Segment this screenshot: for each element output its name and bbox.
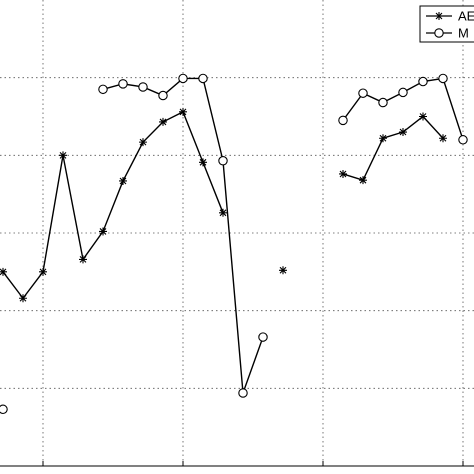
marker bbox=[79, 255, 87, 264]
marker bbox=[238, 388, 248, 398]
marker bbox=[438, 73, 448, 84]
marker bbox=[98, 84, 108, 95]
marker bbox=[379, 134, 387, 143]
marker bbox=[0, 267, 7, 276]
legend-label: M bbox=[458, 25, 469, 40]
legend-box bbox=[419, 5, 474, 43]
marker bbox=[138, 82, 148, 92]
marker bbox=[419, 112, 427, 121]
marker bbox=[179, 107, 187, 116]
marker bbox=[19, 294, 27, 303]
series-line bbox=[102, 77, 464, 394]
marker bbox=[139, 138, 147, 147]
legend-marker bbox=[435, 12, 443, 20]
marker bbox=[0, 404, 8, 415]
legend-label: AE bbox=[458, 8, 474, 23]
marker bbox=[199, 158, 207, 167]
marker bbox=[59, 151, 67, 160]
marker bbox=[439, 134, 447, 143]
marker bbox=[198, 73, 208, 84]
marker bbox=[39, 267, 47, 276]
marker bbox=[338, 115, 348, 126]
marker bbox=[158, 90, 168, 101]
marker bbox=[359, 176, 367, 185]
marker bbox=[258, 332, 268, 342]
marker bbox=[178, 73, 188, 84]
marker bbox=[219, 208, 227, 217]
marker bbox=[378, 97, 388, 108]
marker bbox=[339, 169, 347, 178]
marker bbox=[159, 117, 167, 126]
marker bbox=[399, 128, 407, 137]
marker bbox=[358, 88, 368, 98]
marker bbox=[99, 227, 107, 236]
marker bbox=[119, 176, 127, 185]
marker bbox=[279, 266, 287, 275]
series-line bbox=[2, 110, 444, 300]
legend-marker bbox=[434, 28, 444, 38]
marker bbox=[218, 156, 228, 166]
marker bbox=[458, 135, 468, 145]
marker bbox=[398, 87, 408, 98]
marker bbox=[118, 79, 128, 89]
marker bbox=[418, 76, 428, 87]
